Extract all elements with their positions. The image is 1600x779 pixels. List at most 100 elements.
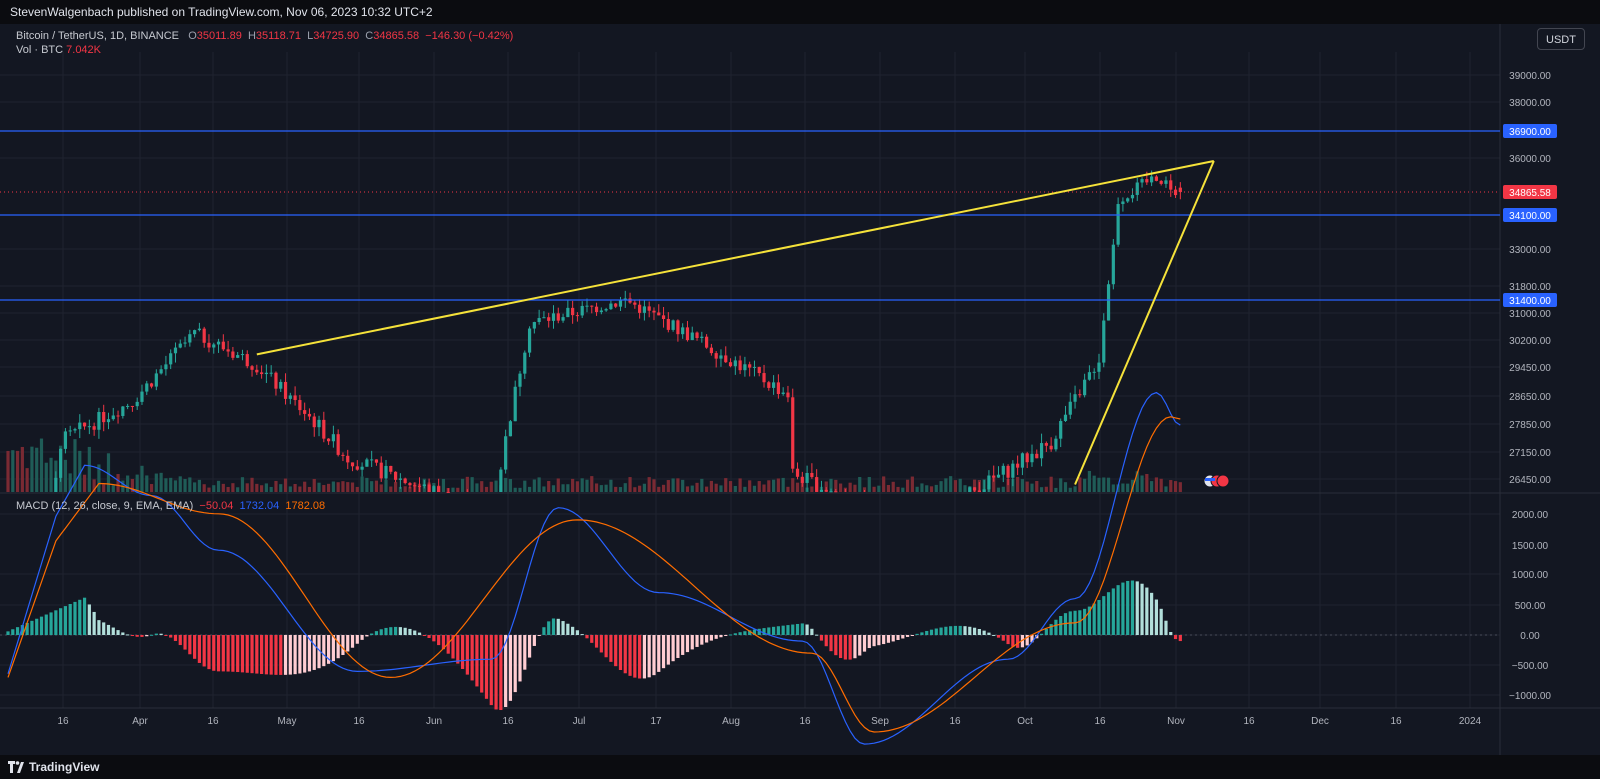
price-tick-label: 26450.00 <box>1509 475 1551 486</box>
volume-bar <box>700 478 704 492</box>
macd-histogram-bar <box>834 635 838 656</box>
volume-bar <box>92 479 96 492</box>
event-flags[interactable] <box>1203 474 1230 488</box>
candle-body <box>977 490 981 492</box>
macd-histogram-bar <box>432 635 436 642</box>
macd-histogram-bar <box>413 630 417 635</box>
macd-histogram-bar <box>384 627 388 635</box>
candle-body <box>547 317 551 321</box>
candle-body <box>748 364 752 368</box>
candle-body <box>250 366 254 370</box>
candle-body <box>322 419 326 439</box>
macd-histogram-bar <box>293 635 297 675</box>
macd-histogram-bar <box>446 635 450 654</box>
volume-bar <box>905 479 910 492</box>
macd-histogram-bar <box>728 634 733 636</box>
candle-body <box>561 317 565 321</box>
macd-histogram-bar <box>566 623 570 635</box>
macd-histogram-bar <box>427 635 431 639</box>
candle-body <box>178 343 182 348</box>
volume-bar <box>193 482 197 492</box>
macd-histogram-bar <box>1016 635 1020 648</box>
candle-body <box>274 372 278 389</box>
volume-bar <box>44 462 48 492</box>
time-tick-label: Sep <box>871 716 889 727</box>
volume-bar <box>690 485 694 492</box>
volume-bar <box>317 482 321 492</box>
macd-histogram-bar <box>44 614 48 635</box>
macd-histogram-bar <box>867 635 871 649</box>
volume-label[interactable]: Vol · BTC <box>16 44 64 56</box>
volume-bar <box>398 486 402 492</box>
candle-body <box>992 475 996 478</box>
macd-histogram-bar <box>317 635 321 669</box>
volume-bar <box>322 485 326 492</box>
candle-body <box>738 360 742 371</box>
candle-body <box>1121 201 1125 205</box>
low-label: L <box>307 30 314 42</box>
level-label-bg <box>1503 208 1557 222</box>
candle-body <box>145 383 149 392</box>
volume-bar <box>743 486 747 492</box>
macd-label[interactable]: MACD (12, 26, close, 9, EMA, EMA) <box>16 500 194 512</box>
volume-bar <box>149 484 154 492</box>
volume-bar <box>197 479 201 492</box>
macd-histogram-bar <box>54 610 58 635</box>
candle-body <box>236 355 240 358</box>
macd-tick-label: 1500.00 <box>1512 541 1549 552</box>
candle-body <box>1169 180 1173 190</box>
close-label: C <box>365 30 374 42</box>
macd-histogram-bar <box>1102 596 1106 635</box>
symbol-label[interactable]: Bitcoin / TetherUS, 1D, BINANCE <box>16 30 180 42</box>
volume-bar <box>925 485 929 492</box>
macd-histogram-bar <box>389 627 393 635</box>
volume-bar <box>508 479 513 492</box>
candle-body <box>169 353 173 365</box>
candle-body <box>609 303 613 310</box>
macd-histogram-bar <box>260 635 264 674</box>
candle-body <box>413 485 417 487</box>
candle-body <box>293 395 297 401</box>
macd-histogram-bar <box>1164 620 1168 635</box>
macd-histogram-bar <box>858 635 862 656</box>
candle-body <box>408 483 412 486</box>
time-tick-label: Jun <box>426 716 442 727</box>
macd-histogram-bar <box>676 635 680 658</box>
macd-histogram-bar <box>1097 599 1101 635</box>
price-tick-label: 31000.00 <box>1509 309 1551 320</box>
macd-histogram-bar <box>614 635 618 667</box>
volume-bar <box>1035 481 1039 492</box>
candle-body <box>1087 372 1092 380</box>
macd-histogram-bar <box>905 635 910 637</box>
candle-body <box>705 336 709 348</box>
macd-histogram-bar <box>690 635 694 650</box>
macd-histogram-bar <box>910 635 914 636</box>
candle-body <box>197 328 201 331</box>
currency-unit-button[interactable]: USDT <box>1537 28 1585 50</box>
macd-histogram-bar <box>757 628 761 635</box>
macd-pane <box>0 391 1500 745</box>
candle-body <box>221 341 225 350</box>
volume-bar <box>169 477 173 492</box>
macd-histogram-bar <box>1178 635 1182 642</box>
volume-bar <box>838 483 843 492</box>
macd-histogram-bar <box>1116 585 1120 635</box>
macd-histogram-bar <box>73 601 77 635</box>
candle-body <box>446 491 450 493</box>
volume-value: 7.042K <box>66 44 102 56</box>
candle-body <box>661 315 666 320</box>
tradingview-logo[interactable]: TradingView <box>8 760 99 774</box>
candle-body <box>987 475 991 490</box>
volume-bar <box>298 486 302 492</box>
volume-bars <box>6 438 1182 492</box>
candle-body <box>317 419 321 428</box>
volume-bar <box>853 484 857 492</box>
macd-histogram-bar <box>1130 580 1135 635</box>
last-price-label: 34865.58 <box>1509 188 1551 199</box>
time-tick-label: 16 <box>207 716 219 727</box>
volume-bar <box>274 480 278 492</box>
volume-bar <box>623 483 627 492</box>
candle-body <box>1111 244 1115 285</box>
volume-bar <box>293 483 297 492</box>
